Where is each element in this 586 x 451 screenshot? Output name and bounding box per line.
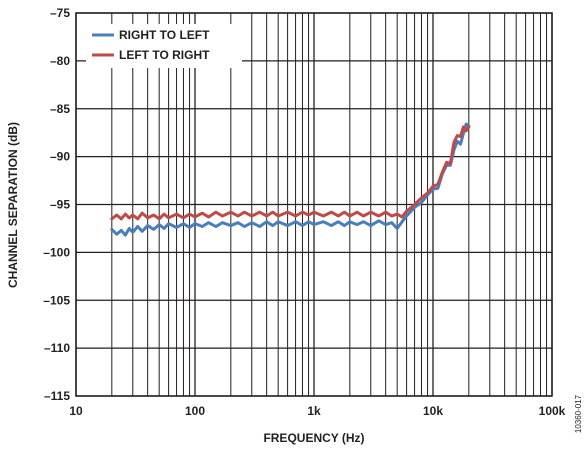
series-line-right-to-left bbox=[110, 122, 471, 237]
legend: RIGHT TO LEFT LEFT TO RIGHT bbox=[86, 24, 242, 68]
legend-label-right-to-left: RIGHT TO LEFT bbox=[119, 28, 210, 42]
x-tick-label: 100k bbox=[539, 404, 566, 418]
series-layer bbox=[110, 122, 471, 237]
plot-frame bbox=[75, 12, 553, 397]
y-tick-label: –85 bbox=[50, 102, 70, 116]
y-tick-label: –105 bbox=[43, 293, 70, 307]
y-tick-label: –100 bbox=[43, 245, 70, 259]
y-tick-label: –80 bbox=[50, 54, 70, 68]
y-axis-title: CHANNEL SEPARATION (dB) bbox=[6, 122, 20, 288]
y-tick-labels: –75 –80 –85 –90 –95 –100 –105 –110 –115 bbox=[43, 6, 70, 403]
y-tick-label: –115 bbox=[44, 389, 70, 403]
legend-label-left-to-right: LEFT TO RIGHT bbox=[119, 48, 210, 62]
x-tick-label: 1k bbox=[307, 404, 321, 418]
figure-id: 10360-017 bbox=[574, 394, 583, 433]
y-tick-label: –90 bbox=[50, 150, 70, 164]
y-tick-label: –75 bbox=[50, 6, 70, 20]
y-tick-label: –95 bbox=[50, 198, 70, 212]
legend-background bbox=[86, 24, 242, 68]
x-tick-label: 10 bbox=[69, 404, 83, 418]
x-tick-label: 10k bbox=[423, 404, 443, 418]
series-line-left-to-right bbox=[110, 125, 471, 221]
x-tick-labels: 10 100 1k 10k 100k bbox=[69, 404, 565, 418]
x-axis-title: FREQUENCY (Hz) bbox=[263, 431, 364, 445]
x-tick-label: 100 bbox=[185, 404, 205, 418]
y-tick-label: –110 bbox=[44, 341, 70, 355]
